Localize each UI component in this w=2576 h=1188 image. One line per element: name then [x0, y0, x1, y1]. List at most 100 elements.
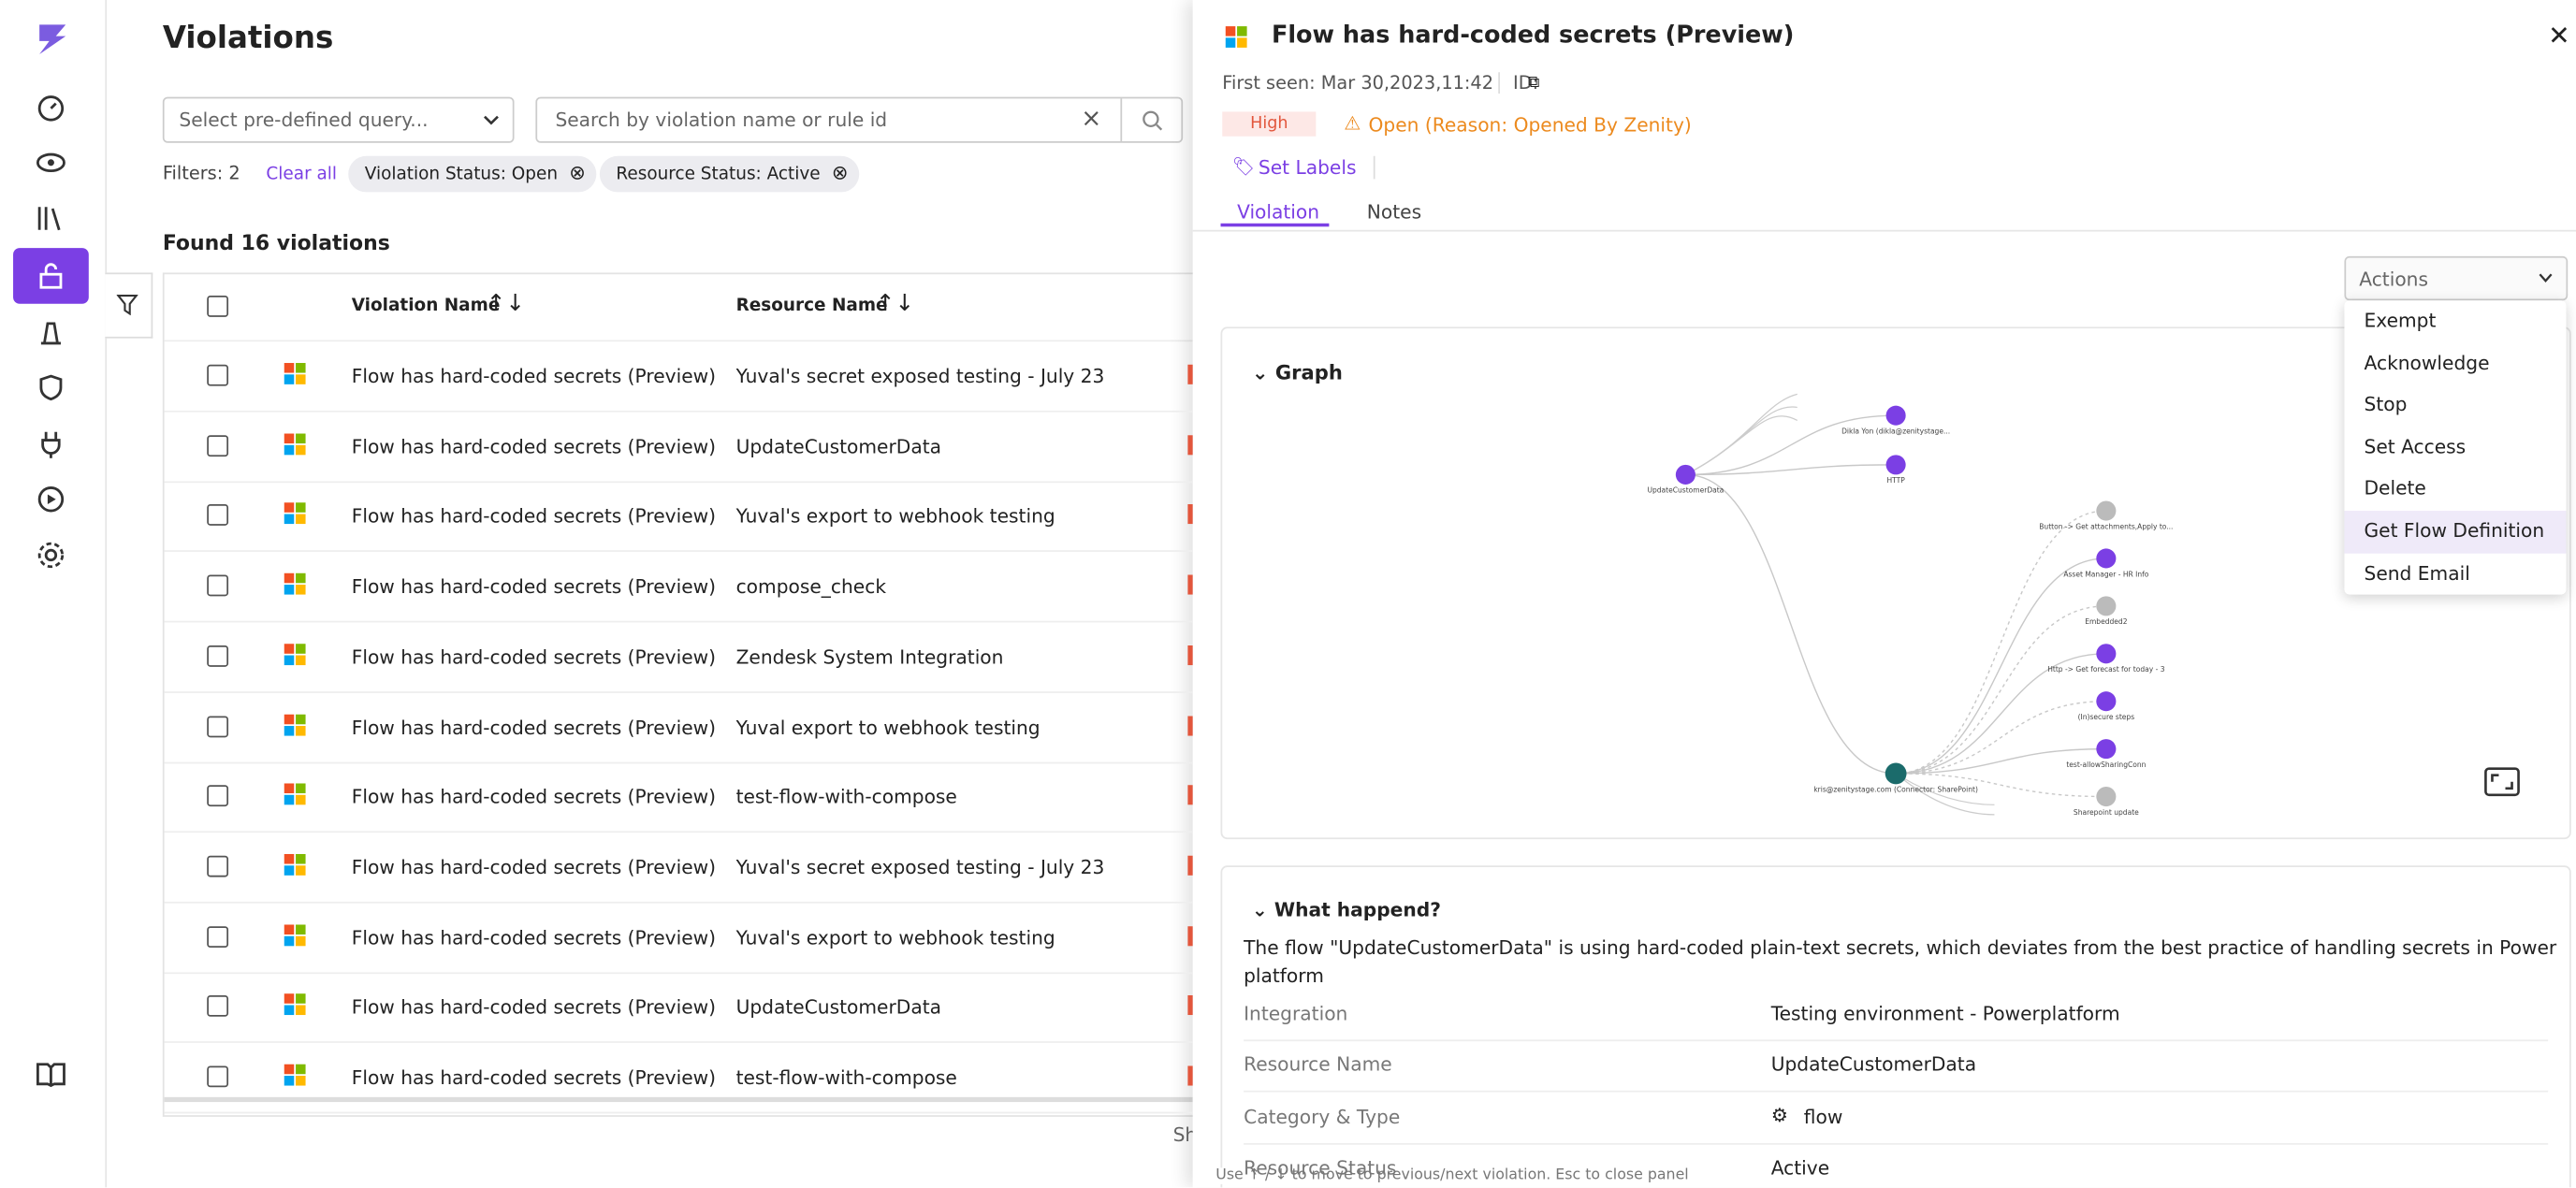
edge — [1895, 773, 1995, 805]
menu-item[interactable]: Get Flow Definition — [2344, 510, 2567, 553]
menu-item[interactable]: Delete — [2364, 476, 2426, 500]
set-labels[interactable]: Set Labels — [1259, 155, 1375, 180]
column-header[interactable]: Violation Name — [351, 296, 501, 316]
nav-icon[interactable] — [36, 373, 66, 403]
table-row[interactable]: Flow has hard-coded secrets (Preview) Upd… — [164, 973, 1193, 1044]
nav-icon[interactable] — [36, 92, 66, 122]
warn-icon: ⚠ — [1344, 111, 1361, 135]
nav-icon[interactable] — [36, 1059, 66, 1089]
placeholder: Select pre-defined query... — [179, 108, 429, 132]
checkbox[interactable] — [207, 785, 229, 807]
ms-logo — [284, 783, 306, 805]
close-button[interactable]: ✕ — [2548, 20, 2570, 51]
table-row[interactable]: Flow has hard-coded secrets (Preview) com… — [164, 552, 1193, 623]
table-row[interactable]: Flow has hard-coded secrets (Preview) Yuv… — [164, 903, 1193, 974]
chip-remove[interactable]: ⊗ — [831, 161, 849, 184]
copy-icon[interactable]: ⧉ — [1527, 74, 1540, 93]
nav-icon[interactable] — [36, 317, 66, 347]
graph-node — [1885, 455, 1906, 475]
checkbox[interactable] — [207, 715, 229, 737]
search-button[interactable] — [1120, 98, 1181, 141]
checkbox[interactable] — [207, 434, 229, 456]
ms-logo — [284, 502, 306, 525]
filter-chip[interactable]: Resource Status: Active ⊗ — [599, 155, 860, 193]
menu-item[interactable]: Set Access — [2364, 434, 2467, 458]
node-label: test-allowSharingConn — [2066, 761, 2146, 769]
table-row[interactable]: Flow has hard-coded secrets (Preview) Upd… — [164, 412, 1193, 483]
expand-icon[interactable] — [2484, 767, 2521, 797]
nav-icon[interactable] — [36, 148, 66, 178]
chevron: ⌄ — [1251, 361, 1275, 384]
table-row[interactable]: Flow has hard-coded secrets (Preview) tes… — [164, 1043, 1193, 1114]
graph-title[interactable]: ⌄ Graph — [1252, 361, 1343, 384]
actions-select[interactable]: Actions — [2344, 255, 2569, 301]
chip-remove[interactable]: ⊗ — [569, 161, 586, 184]
severity-marker — [1187, 645, 1193, 665]
node-label: HTTP — [1886, 476, 1905, 485]
node-label: Embedded2 — [2085, 617, 2127, 626]
violation-name: Flow has hard-coded secrets (Preview) — [351, 645, 717, 669]
chevron: ⌄ — [1251, 898, 1274, 921]
table-row[interactable]: Flow has hard-coded secrets (Preview) Yuv… — [164, 833, 1193, 904]
detail-value: flow — [1803, 1104, 1843, 1128]
sort-icon[interactable]: ↑↓ — [486, 290, 525, 317]
checkbox[interactable] — [207, 925, 229, 948]
detail-value: Testing environment - Powerplatform — [1770, 1002, 2120, 1025]
clear-icon[interactable]: × — [1081, 103, 1102, 134]
query-select[interactable]: Select pre-defined query... — [162, 96, 515, 143]
checkbox[interactable] — [207, 504, 229, 527]
violation-name: Flow has hard-coded secrets (Preview) — [351, 1065, 717, 1090]
checkbox[interactable] — [207, 574, 229, 597]
nav-icon[interactable] — [36, 485, 66, 514]
what-title[interactable]: ⌄ What happend? — [1252, 898, 1441, 921]
menu-item[interactable]: Acknowledge — [2364, 351, 2490, 374]
column-header[interactable]: Resource Name — [735, 296, 888, 316]
table-row[interactable]: Flow has hard-coded secrets (Preview) Yuv… — [164, 692, 1193, 763]
table-row[interactable]: Flow has hard-coded secrets (Preview) Zen… — [164, 622, 1193, 693]
table-row[interactable]: Flow has hard-coded secrets (Preview) Yuv… — [164, 341, 1193, 413]
checkbox[interactable] — [207, 995, 229, 1018]
checkbox[interactable] — [207, 364, 229, 386]
nav-active[interactable] — [13, 248, 89, 304]
ms-logo — [284, 713, 306, 735]
menu-item[interactable]: Exempt — [2364, 309, 2437, 332]
ms-logo — [284, 643, 306, 665]
filters-label: Filters: 2 — [162, 162, 240, 184]
menu-item[interactable]: Send Email — [2364, 560, 2470, 585]
graph-node — [1885, 405, 1906, 426]
filter-toggle[interactable] — [105, 272, 153, 339]
clear-all[interactable]: Clear all — [266, 164, 338, 184]
ms-logo — [284, 1064, 306, 1086]
resource-name: Yuval's export to webhook testing — [735, 925, 1055, 949]
filter-chip[interactable]: Violation Status: Open ⊗ — [348, 155, 598, 193]
nav-icon[interactable] — [36, 541, 66, 571]
edge — [1896, 510, 2106, 775]
result-count: Found 16 violations — [162, 229, 390, 255]
tag-icon: 🏷 — [1231, 155, 1256, 178]
violation-name: Flow has hard-coded secrets (Preview) — [351, 715, 717, 739]
edge — [1896, 747, 2106, 775]
checkbox[interactable] — [207, 1065, 229, 1088]
node-label: Button -> Get attachments,Apply to... — [2039, 522, 2173, 530]
divider — [1192, 229, 2576, 232]
ms-logo — [284, 853, 306, 876]
search-box[interactable]: Search by violation name or rule id × — [535, 96, 1184, 143]
nav-icon[interactable] — [36, 204, 66, 234]
sort-icon[interactable]: ↑↓ — [875, 290, 915, 317]
chevron — [484, 115, 499, 125]
checkbox[interactable] — [207, 296, 229, 317]
checkbox[interactable] — [207, 645, 229, 667]
table-row[interactable]: Flow has hard-coded secrets (Preview) tes… — [164, 762, 1193, 833]
resource-name: compose_check — [735, 574, 887, 599]
ms-logo — [284, 923, 306, 946]
menu-item[interactable]: Stop — [2364, 392, 2408, 416]
severity-marker — [1187, 995, 1193, 1016]
severity-marker — [1187, 504, 1193, 525]
table-row[interactable]: Flow has hard-coded secrets (Preview) Yuv… — [164, 482, 1193, 553]
resource-name: UpdateCustomerData — [735, 995, 941, 1020]
checkbox[interactable] — [207, 855, 229, 877]
tab-active[interactable]: Violation — [1237, 200, 1320, 224]
resource-name: Zendesk System Integration — [735, 645, 1004, 669]
tab[interactable]: Notes — [1366, 200, 1422, 224]
nav-icon[interactable] — [36, 428, 66, 458]
